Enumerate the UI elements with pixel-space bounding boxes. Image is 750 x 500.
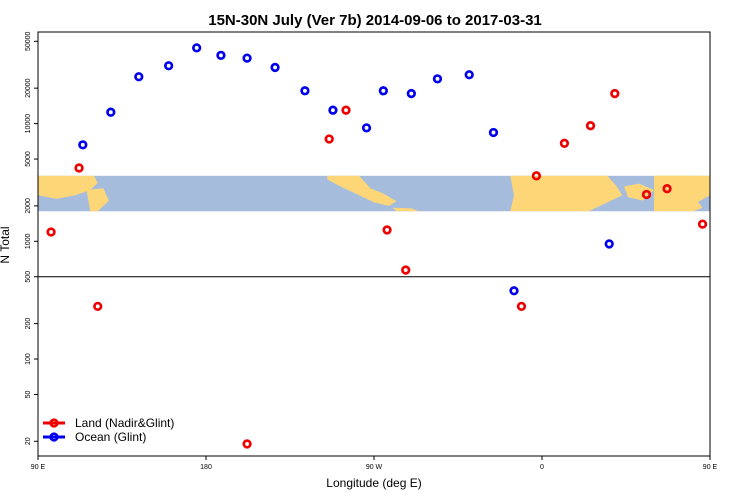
ocean-point (242, 53, 252, 63)
y-tick-label: 1000 (25, 233, 32, 249)
land-point (46, 227, 56, 237)
plot-frame (37, 31, 711, 457)
land-point (610, 88, 620, 99)
ocean-point (406, 88, 416, 99)
ocean-point (361, 123, 372, 133)
y-tick-label: 50 (25, 390, 32, 398)
y-axis: 20 50 100 200 500 1000 2000 5000 10000 20000 50000 (25, 31, 38, 445)
chart-title: 15N-30N July (Ver 7b) 2014-09-06 to 2017… (208, 12, 542, 29)
y-axis-label: N Total (0, 226, 12, 263)
ocean-point (509, 286, 519, 296)
land-point (341, 105, 351, 115)
y-tick-label: 2000 (25, 198, 32, 214)
x-tick-label: 90 E (31, 464, 46, 471)
ocean-point (78, 140, 88, 150)
land-point (74, 163, 84, 173)
ocean-point (134, 72, 144, 82)
legend-land-label: Land (Nadir&Glint) (75, 416, 174, 430)
land-point (641, 189, 652, 200)
y-tick-label: 5000 (25, 151, 32, 167)
ocean-point (216, 50, 226, 60)
ocean-point (432, 74, 443, 84)
x-tick-label: 90 W (366, 464, 383, 471)
land-point (242, 439, 252, 449)
y-tick-label: 20000 (25, 78, 32, 98)
land-point (585, 121, 596, 131)
x-axis: 90 E 180 90 W 0 90 E (31, 456, 718, 471)
ocean-point (604, 239, 614, 249)
land-point (401, 265, 411, 275)
land-series (46, 88, 734, 449)
x-tick-label: 90 E (703, 464, 718, 471)
ocean-point (300, 86, 310, 96)
ocean-series (78, 43, 614, 296)
ocean-point (464, 70, 474, 80)
y-tick-label: 10000 (25, 114, 32, 134)
legend-item-ocean: Ocean (Glint) (43, 430, 146, 444)
y-tick-label: 50000 (25, 31, 32, 51)
land-point (662, 184, 672, 194)
ocean-point (106, 107, 116, 117)
legend-ocean-label: Ocean (Glint) (75, 430, 146, 444)
map-land-7-wrap-west (75, 175, 98, 190)
legend-item-land: Land (Nadir&Glint) (43, 416, 174, 430)
y-tick-label: 200 (25, 318, 32, 330)
x-tick-label: 180 (200, 464, 212, 471)
land-point (727, 229, 734, 236)
ocean-point (270, 62, 280, 73)
ocean-point (192, 43, 202, 53)
legend-ocean-marker (49, 432, 59, 442)
ocean-point (328, 105, 338, 115)
land-point (324, 134, 334, 144)
map-land-4 (510, 175, 623, 212)
world-map-band (38, 175, 710, 212)
land-point (531, 171, 542, 181)
map-land-3 (392, 207, 419, 212)
y-tick-label: 100 (25, 353, 32, 365)
map-land-5 (624, 183, 654, 201)
y-tick-label: 500 (25, 271, 32, 283)
map-land-6-wrap-west (38, 175, 91, 199)
land-point (382, 225, 392, 235)
ocean-point (378, 86, 388, 96)
map-land-2 (327, 175, 397, 206)
ocean-point (164, 61, 174, 71)
y-tick-label: 20 (25, 437, 32, 445)
map-land-8-wrap-west (86, 188, 109, 212)
land-point (697, 219, 708, 229)
land-point (559, 138, 570, 148)
x-axis-label: Longitude (deg E) (326, 476, 421, 490)
land-point (516, 301, 527, 312)
legend: Land (Nadir&Glint) Ocean (Glint) (43, 416, 174, 444)
legend-land-marker (49, 418, 59, 428)
x-tick-label: 0 (540, 464, 544, 471)
land-point (93, 301, 103, 312)
ocean-point (488, 127, 499, 138)
